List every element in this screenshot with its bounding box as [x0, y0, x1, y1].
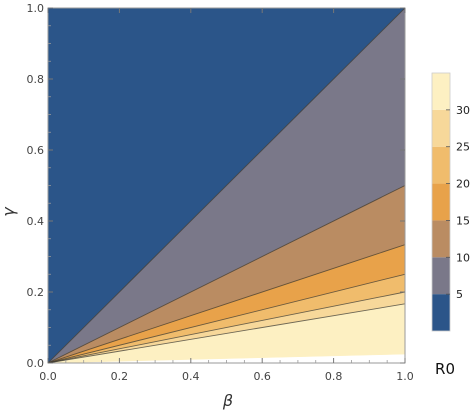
y-tick-label: 0.8 — [27, 73, 45, 86]
y-tick-label: 0.4 — [27, 215, 45, 228]
x-axis: 0.0 0.2 0.4 0.6 0.8 1.0 — [39, 8, 414, 383]
legend-swatch-6 — [432, 73, 450, 110]
contour-line-5 — [48, 291, 405, 363]
contour-line-4 — [48, 273, 405, 363]
y-tick-label: 0.2 — [27, 286, 45, 299]
legend-swatch-5 — [432, 109, 450, 147]
legend-tick-label: 10 — [456, 251, 470, 264]
contour-line-2 — [48, 185, 405, 363]
contour-line-6 — [48, 303, 405, 363]
legend-frame — [431, 72, 451, 332]
y-axis: 0.0 0.2 0.4 0.6 0.8 1.0 — [27, 2, 405, 370]
legend-tick-label: 20 — [456, 178, 470, 191]
legend: 5 10 15 20 25 30 — [431, 72, 470, 332]
legend-swatch-2 — [432, 220, 450, 258]
x-tick-label: 0.2 — [111, 370, 129, 383]
legend-tick-label: 15 — [456, 214, 470, 227]
y-tick-label: 0.6 — [27, 144, 45, 157]
legend-title: R0 — [435, 360, 455, 378]
x-tick-label: 0.0 — [39, 370, 57, 383]
legend-tick-label: 30 — [456, 104, 470, 117]
legend-swatch-3 — [432, 183, 450, 221]
x-axis-label: β — [222, 391, 233, 410]
contour-line-1 — [48, 8, 405, 363]
contour-lines — [48, 8, 405, 363]
y-axis-label: γ — [0, 206, 18, 217]
legend-swatch-1 — [432, 257, 450, 295]
legend-tick-label: 5 — [456, 288, 463, 301]
x-tick-label: 0.4 — [182, 370, 200, 383]
y-tick-label: 0.0 — [27, 357, 45, 370]
legend-tick-label: 25 — [456, 141, 470, 154]
x-tick-label: 0.6 — [253, 370, 271, 383]
legend-swatch-0 — [432, 294, 450, 331]
legend-swatch-4 — [432, 146, 450, 184]
x-tick-label: 0.8 — [325, 370, 343, 383]
contour-line-3 — [48, 244, 405, 363]
y-tick-label: 1.0 — [27, 2, 45, 15]
x-tick-label: 1.0 — [396, 370, 414, 383]
